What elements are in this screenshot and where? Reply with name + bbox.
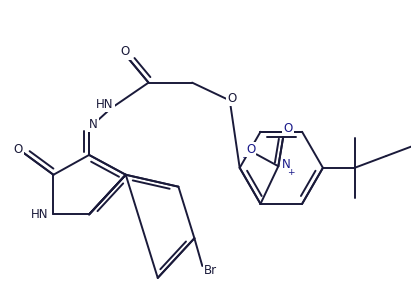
Text: O: O — [13, 143, 22, 155]
Text: N: N — [89, 118, 97, 131]
Text: ·: · — [242, 152, 246, 165]
Text: N: N — [282, 158, 291, 171]
Text: +: + — [287, 168, 295, 177]
Text: O: O — [246, 143, 255, 156]
Text: HN: HN — [96, 98, 114, 111]
Text: Br: Br — [204, 264, 217, 277]
Text: O: O — [284, 122, 293, 135]
Text: O: O — [120, 45, 129, 58]
Text: HN: HN — [31, 208, 48, 221]
Text: O: O — [227, 92, 236, 105]
